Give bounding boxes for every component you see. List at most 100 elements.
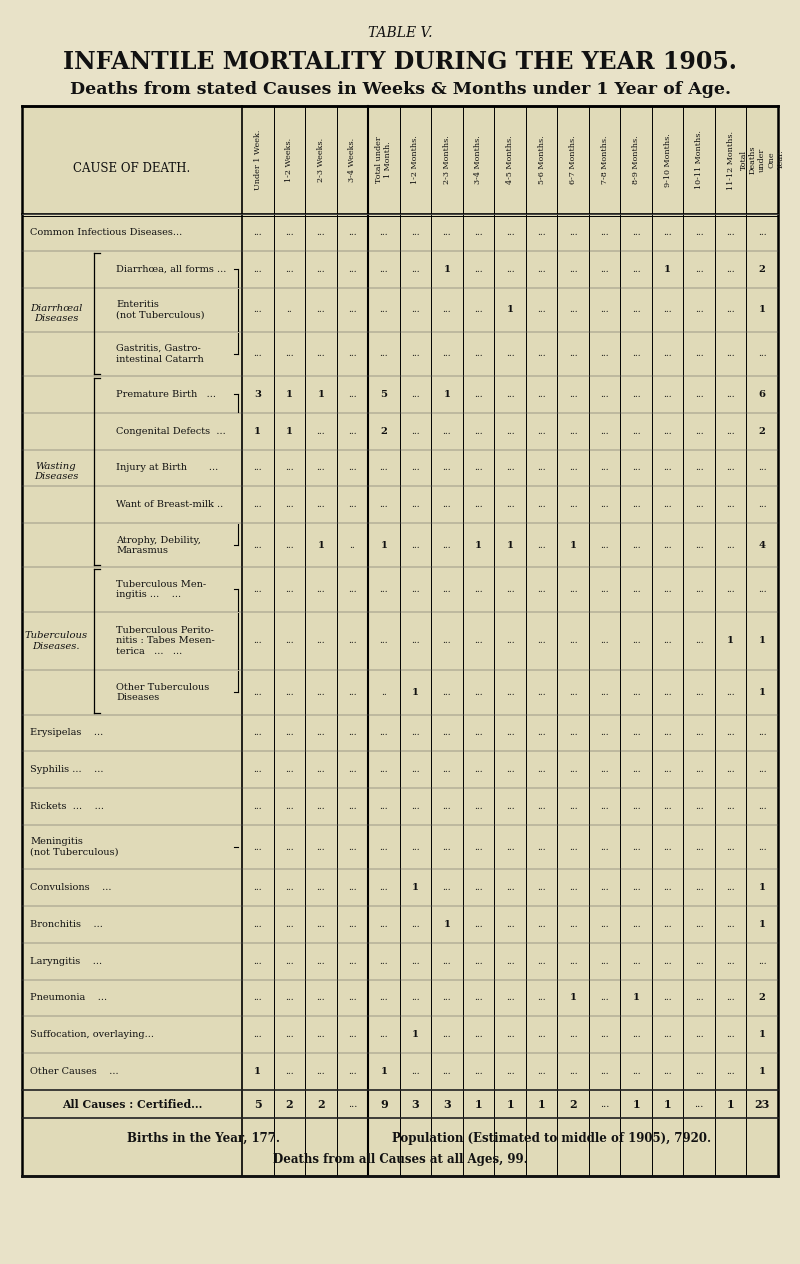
Text: ...: ... (317, 843, 325, 852)
Text: ...: ... (600, 1067, 609, 1076)
Text: ...: ... (726, 843, 735, 852)
Text: ...: ... (600, 994, 609, 1002)
Text: ...: ... (569, 843, 578, 852)
Text: ...: ... (474, 427, 482, 436)
Text: ...: ... (254, 637, 262, 646)
Text: ...: ... (317, 765, 325, 775)
Text: Suffocation, overlaying...: Suffocation, overlaying... (30, 1030, 154, 1039)
Text: ...: ... (317, 585, 325, 594)
Text: ...: ... (726, 884, 735, 892)
Text: ...: ... (663, 957, 672, 966)
Text: 1: 1 (632, 1098, 640, 1110)
Text: 1: 1 (633, 994, 640, 1002)
Text: Erysipelas    ...: Erysipelas ... (30, 728, 103, 737)
Text: 1: 1 (758, 920, 766, 929)
Text: ...: ... (254, 843, 262, 852)
Text: ...: ... (411, 305, 420, 315)
Text: ...: ... (348, 728, 357, 737)
Text: ...: ... (411, 585, 420, 594)
Text: ...: ... (663, 541, 672, 550)
Text: ...: ... (538, 1067, 546, 1076)
Text: ...: ... (348, 957, 357, 966)
Text: ...: ... (285, 637, 294, 646)
Text: Population (Estimated to middle of 1905), 7920.: Population (Estimated to middle of 1905)… (392, 1131, 710, 1145)
Text: ...: ... (348, 349, 357, 359)
Text: ...: ... (758, 501, 766, 509)
Text: ...: ... (632, 957, 641, 966)
Text: ...: ... (695, 264, 703, 274)
Text: ...: ... (726, 1067, 735, 1076)
Text: ...: ... (379, 843, 388, 852)
Text: ...: ... (285, 541, 294, 550)
Text: 2: 2 (570, 1098, 577, 1110)
Text: ...: ... (506, 264, 514, 274)
Text: ...: ... (506, 427, 514, 436)
Text: ...: ... (348, 1067, 357, 1076)
Text: 1: 1 (758, 1067, 766, 1076)
Text: ...: ... (411, 803, 420, 811)
Text: ...: ... (379, 994, 388, 1002)
Text: ...: ... (474, 765, 482, 775)
Text: ...: ... (600, 349, 609, 359)
Text: ...: ... (538, 1030, 546, 1039)
Text: ..: .. (286, 305, 292, 315)
Text: ...: ... (506, 803, 514, 811)
Text: ...: ... (569, 464, 578, 473)
Text: ...: ... (474, 884, 482, 892)
Text: ...: ... (695, 541, 703, 550)
Text: ...: ... (474, 1067, 482, 1076)
Text: ...: ... (348, 1100, 357, 1109)
Text: ...: ... (726, 228, 735, 236)
Text: ...: ... (442, 1030, 451, 1039)
Text: ...: ... (317, 884, 325, 892)
Text: ...: ... (600, 728, 609, 737)
Text: ...: ... (538, 228, 546, 236)
Text: 1: 1 (758, 637, 766, 646)
Text: ...: ... (663, 688, 672, 696)
Text: ...: ... (726, 541, 735, 550)
Text: ...: ... (632, 264, 641, 274)
Text: ...: ... (726, 305, 735, 315)
Text: ...: ... (726, 1030, 735, 1039)
Text: ...: ... (569, 803, 578, 811)
Text: Pneumonia    ...: Pneumonia ... (30, 994, 107, 1002)
Text: TABLE V.: TABLE V. (368, 27, 432, 40)
Text: ...: ... (538, 765, 546, 775)
Text: 2-3 Months.: 2-3 Months. (443, 135, 451, 185)
Text: ...: ... (538, 389, 546, 399)
Text: ...: ... (285, 501, 294, 509)
Text: ...: ... (285, 349, 294, 359)
Text: Congenital Defects  ...: Congenital Defects ... (116, 427, 226, 436)
Text: ...: ... (474, 920, 482, 929)
Text: ...: ... (411, 728, 420, 737)
Text: ...: ... (663, 728, 672, 737)
Text: ...: ... (442, 501, 451, 509)
Text: ...: ... (506, 728, 514, 737)
Text: ...: ... (285, 765, 294, 775)
Text: ...: ... (379, 728, 388, 737)
Text: ...: ... (442, 585, 451, 594)
Text: ...: ... (348, 427, 357, 436)
Text: ...: ... (695, 728, 703, 737)
Text: ...: ... (317, 349, 325, 359)
Text: ...: ... (726, 501, 735, 509)
Text: ...: ... (348, 884, 357, 892)
Text: ...: ... (632, 464, 641, 473)
Text: ...: ... (632, 803, 641, 811)
Text: ...: ... (600, 541, 609, 550)
Text: ...: ... (379, 501, 388, 509)
Text: INFANTILE MORTALITY DURING THE YEAR 1905.: INFANTILE MORTALITY DURING THE YEAR 1905… (63, 51, 737, 75)
Text: 2: 2 (758, 427, 766, 436)
Text: ...: ... (506, 1067, 514, 1076)
Text: 1: 1 (727, 1098, 734, 1110)
Text: 2: 2 (758, 994, 766, 1002)
Text: ...: ... (474, 228, 482, 236)
Text: 2: 2 (286, 1098, 293, 1110)
Text: ...: ... (600, 585, 609, 594)
Text: ...: ... (726, 803, 735, 811)
Text: Under 1 Week.: Under 1 Week. (254, 130, 262, 190)
Text: 1: 1 (443, 264, 450, 274)
Text: ...: ... (695, 1030, 703, 1039)
Text: ...: ... (474, 464, 482, 473)
Text: ...: ... (569, 920, 578, 929)
